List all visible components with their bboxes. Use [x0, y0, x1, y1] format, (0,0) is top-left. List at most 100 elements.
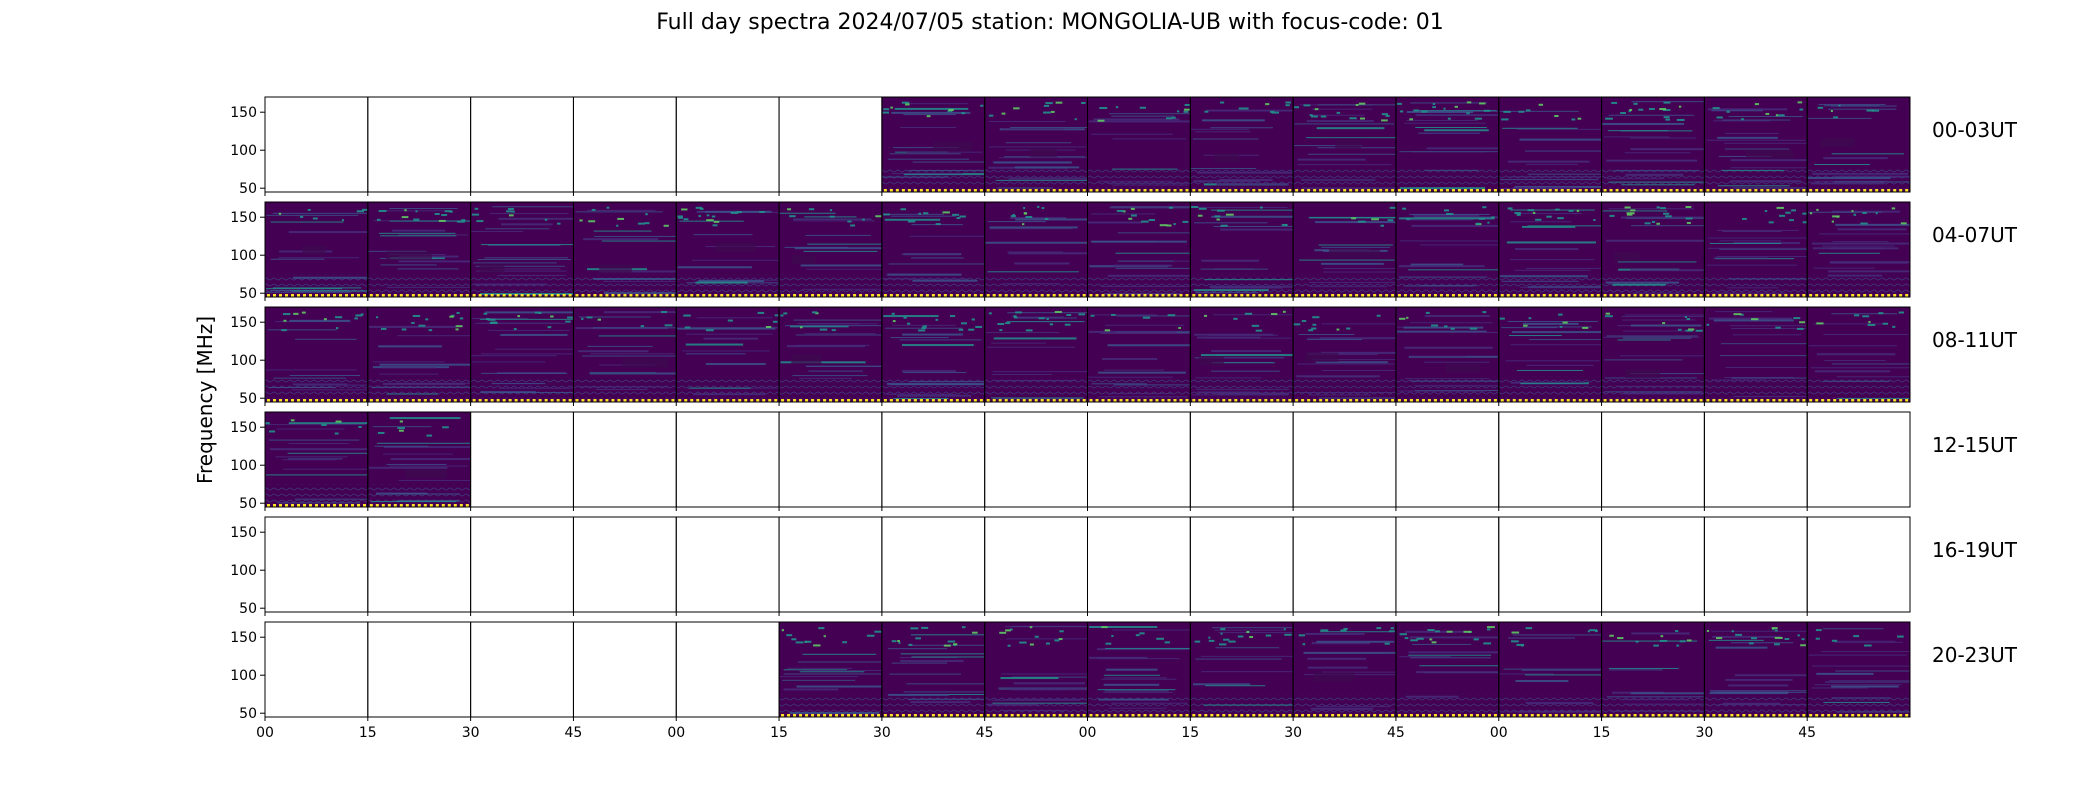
baseline-marker: [1234, 189, 1238, 192]
baseline-marker: [333, 294, 336, 297]
interference-line: [1415, 114, 1499, 117]
baseline-marker: [1270, 399, 1274, 402]
interference-line: [1010, 126, 1088, 128]
interference-line: [295, 338, 357, 340]
signal-speck: [1219, 643, 1227, 646]
interference-line: [1722, 702, 1781, 705]
interference-line: [1211, 362, 1275, 364]
panel-frame: [264, 96, 369, 193]
signal-speck: [1630, 209, 1636, 212]
spectrogram-panel: [1395, 97, 1499, 192]
baseline-marker: [1881, 189, 1885, 192]
baseline-marker: [937, 294, 941, 297]
interference-line: [893, 147, 959, 149]
interference-line: [1408, 269, 1499, 271]
signal-speck: [1775, 326, 1781, 329]
baseline-marker: [1264, 714, 1268, 717]
signal-speck: [949, 315, 956, 318]
interference-line: [1620, 216, 1705, 219]
signal-speck: [935, 223, 941, 226]
interference-line: [288, 231, 368, 234]
baseline-marker: [1143, 714, 1147, 717]
baseline-marker: [1028, 294, 1032, 297]
baseline-marker: [1070, 399, 1074, 402]
baseline-marker: [1530, 189, 1534, 192]
interference-line: [270, 258, 325, 260]
interference-line: [985, 241, 1088, 244]
spectrogram-panel: [1601, 622, 1705, 717]
baseline-marker: [702, 399, 706, 402]
panel-frame: [264, 516, 369, 613]
signal-speck: [1659, 108, 1667, 111]
interference-line: [1604, 391, 1703, 393]
baseline-marker: [1609, 399, 1613, 402]
interference-line: [903, 173, 985, 176]
interference-line: [1088, 330, 1177, 333]
baseline-marker: [1669, 294, 1673, 297]
signal-speck: [1203, 314, 1208, 317]
baseline-marker: [1385, 189, 1389, 192]
baseline-marker: [351, 399, 354, 402]
baseline-marker: [1149, 189, 1153, 192]
baseline-marker: [1095, 189, 1099, 192]
interference-line: [1193, 289, 1269, 292]
baseline-marker: [1802, 189, 1806, 192]
signal-speck: [1388, 630, 1395, 633]
interference-line: [1420, 244, 1499, 246]
signal-speck: [831, 329, 836, 332]
interference-line: [378, 345, 442, 348]
baseline-marker: [665, 294, 669, 297]
signal-speck: [1782, 114, 1785, 117]
dark-block: [933, 141, 972, 152]
signal-speck: [1466, 112, 1470, 115]
baseline-marker: [1204, 399, 1208, 402]
baseline-marker: [961, 714, 965, 717]
baseline-marker: [1403, 714, 1407, 717]
signal-speck: [1444, 325, 1448, 328]
interference-line: [587, 345, 653, 347]
signal-speck: [1511, 631, 1520, 634]
signal-speck: [617, 217, 625, 220]
baseline-marker: [1839, 294, 1843, 297]
signal-speck: [1784, 637, 1790, 640]
interference-line: [1500, 188, 1557, 190]
baseline-marker: [363, 399, 366, 402]
baseline-marker: [345, 504, 348, 507]
signal-speck: [1791, 209, 1797, 212]
baseline-marker: [1415, 714, 1419, 717]
panel-frame: [675, 621, 780, 718]
interference-line: [1722, 230, 1782, 232]
interference-line: [1807, 117, 1872, 119]
baseline-marker: [1554, 399, 1558, 402]
baseline-marker: [1869, 714, 1873, 717]
signal-speck: [988, 114, 994, 117]
signal-speck: [418, 324, 426, 327]
interference-line: [1211, 350, 1282, 353]
interference-line: [480, 292, 574, 295]
interference-line: [1006, 638, 1088, 640]
signal-speck: [1716, 116, 1723, 119]
interference-line: [888, 693, 949, 696]
baseline-marker: [979, 189, 983, 192]
x-tick-label: 15: [1181, 725, 1199, 741]
baseline-marker: [1421, 294, 1425, 297]
interference-line: [578, 350, 649, 353]
baseline-marker: [1712, 714, 1716, 717]
signal-speck: [1628, 110, 1631, 113]
baseline-marker: [1645, 714, 1649, 717]
interference-line: [1112, 168, 1178, 170]
interference-line: [1514, 248, 1579, 251]
baseline-marker: [1313, 399, 1317, 402]
baseline-marker: [835, 714, 839, 717]
baseline-marker: [1058, 294, 1062, 297]
baseline-marker: [447, 294, 451, 297]
dark-block: [599, 264, 632, 274]
spectrogram-panel: [1087, 202, 1191, 297]
interference-line: [368, 466, 448, 469]
baseline-marker: [1397, 189, 1401, 192]
signal-speck: [1487, 626, 1495, 629]
baseline-marker: [967, 714, 971, 717]
baseline-marker: [309, 399, 312, 402]
interference-line: [1415, 671, 1499, 674]
interference-line: [1831, 685, 1899, 688]
